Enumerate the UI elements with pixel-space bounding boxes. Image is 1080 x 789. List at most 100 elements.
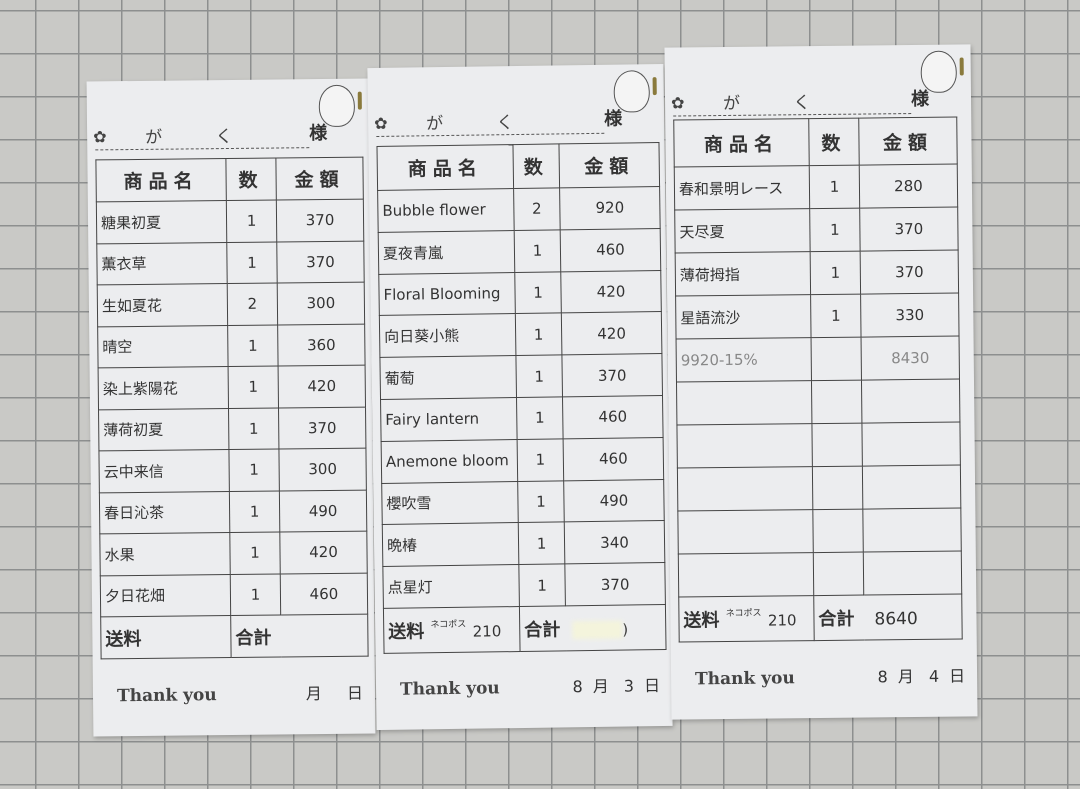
item-name [678, 552, 814, 598]
item-name: 櫻吹雪 [381, 481, 519, 525]
item-amount: 340 [564, 520, 665, 565]
item-row [676, 379, 960, 426]
item-name: 点星灯 [382, 564, 520, 609]
item-amount: 420 [278, 365, 366, 408]
item-qty [811, 423, 863, 467]
date-month: 8 [877, 667, 888, 687]
item-name: Bubble flower [377, 188, 515, 233]
item-qty: 1 [228, 407, 279, 450]
total-cell: 合計) [519, 604, 667, 652]
item-name [676, 423, 813, 469]
header-qty: 数 [808, 118, 860, 166]
customer-line: ✿ が く 様 [670, 83, 929, 117]
items-table: 商品名 数 金額 春和景明レース 1 280 天尽夏 1 370 薄荷拇指 1 … [673, 117, 963, 643]
item-row: Anemone bloom 1 460 [381, 437, 664, 484]
items-table: 商品名 数 金額 糖果初夏 1 370 薫衣草 1 370 生如夏花 2 300… [95, 157, 369, 660]
customer-name: が く [145, 126, 257, 148]
item-row [677, 508, 962, 555]
item-amount: 370 [859, 207, 959, 252]
item-qty: 1 [518, 564, 566, 607]
item-name: 春日沁茶 [99, 491, 230, 534]
date-day: 3 [623, 676, 635, 696]
item-amount: 8430 [861, 336, 960, 381]
receipt: ✿ が く 様 商品名 数 金額 Bubble flower 2 920 夏夜青… [367, 63, 673, 731]
item-amount: 490 [279, 489, 367, 532]
item-qty [813, 552, 864, 596]
header-name: 商品名 [95, 158, 227, 202]
customer-line: ✿ が く 様 [374, 102, 622, 137]
item-name: 薫衣草 [96, 242, 228, 285]
item-qty: 1 [514, 271, 562, 314]
item-qty: 1 [515, 355, 563, 398]
item-row: Floral Blooming 1 420 [378, 270, 662, 316]
item-qty: 1 [515, 313, 562, 356]
item-amount: 420 [279, 531, 368, 574]
item-row: 薄荷拇指 1 370 [675, 250, 959, 297]
item-name: 夏夜青嵐 [378, 230, 515, 275]
item-amount: 370 [564, 562, 666, 606]
header-name: 商品名 [673, 118, 810, 168]
shipping-method: ネコポス [430, 619, 467, 631]
item-amount: 300 [277, 282, 365, 325]
item-row: 星語流沙 1 330 [675, 293, 960, 340]
item-name: 糖果初夏 [96, 200, 227, 244]
item-qty: 1 [230, 573, 281, 616]
obscured-total-patch [572, 620, 623, 640]
item-name: 天尽夏 [674, 208, 811, 254]
item-amount: 420 [561, 311, 662, 356]
item-row: 晴空 1 360 [97, 323, 366, 368]
item-qty: 1 [809, 165, 860, 209]
item-qty: 1 [810, 251, 861, 295]
item-amount: 460 [563, 437, 664, 481]
item-name [677, 509, 814, 555]
item-name: 春和景明レース [674, 165, 810, 211]
item-qty: 1 [516, 396, 564, 440]
bird-illustration-icon [920, 50, 957, 93]
customer-name: が く [722, 92, 835, 115]
item-row [677, 465, 961, 512]
item-row: 天尽夏 1 370 [674, 207, 959, 254]
item-amount [861, 379, 960, 424]
item-name: Floral Blooming [378, 272, 516, 316]
item-row: 9920-15% 8430 [676, 336, 960, 383]
item-name: Fairy lantern [380, 397, 518, 442]
item-name: 薄荷初夏 [98, 408, 229, 451]
item-amount: 420 [560, 270, 662, 314]
shipping-value: 210 [767, 611, 797, 630]
item-row: 葡萄 1 370 [379, 353, 663, 400]
item-amount: 370 [276, 240, 365, 284]
thank-you-text: Thank you [695, 668, 795, 690]
header-amount: 金額 [858, 117, 958, 166]
shipping-cell: 送料 ネコポス 210 [678, 595, 815, 642]
item-name: 晴空 [97, 325, 229, 368]
item-qty: 1 [229, 531, 281, 575]
item-amount: 460 [560, 228, 661, 272]
item-row: 薫衣草 1 370 [96, 240, 365, 285]
item-qty: 1 [517, 480, 565, 523]
item-qty: 1 [518, 522, 565, 565]
receipt: ✿ が く 様 商品名 数 金額 糖果初夏 1 370 薫衣草 1 370 生如… [86, 78, 376, 737]
item-name [676, 380, 812, 426]
item-qty: 2 [227, 283, 278, 326]
shipping-method: ネコポス [725, 608, 762, 620]
item-amount: 370 [561, 353, 663, 397]
total-cell: 合計 8640 [813, 594, 963, 641]
receipt: ✿ が く 様 商品名 数 金額 春和景明レース 1 280 天尽夏 1 370… [664, 44, 978, 720]
item-row [676, 422, 961, 469]
header-qty: 数 [512, 143, 560, 189]
item-amount: 300 [278, 448, 367, 491]
header-qty: 数 [225, 158, 277, 201]
item-name: 晩椿 [382, 522, 519, 567]
item-amount: 370 [276, 199, 364, 242]
item-qty: 1 [226, 200, 277, 243]
item-amount: 280 [859, 164, 958, 209]
item-qty [812, 466, 863, 510]
header-amount: 金額 [558, 142, 660, 188]
item-amount: 460 [280, 572, 368, 615]
clover-icon: ✿ [670, 93, 685, 113]
header-amount: 金額 [275, 157, 364, 201]
item-qty: 1 [810, 294, 862, 338]
item-amount: 920 [559, 186, 661, 230]
